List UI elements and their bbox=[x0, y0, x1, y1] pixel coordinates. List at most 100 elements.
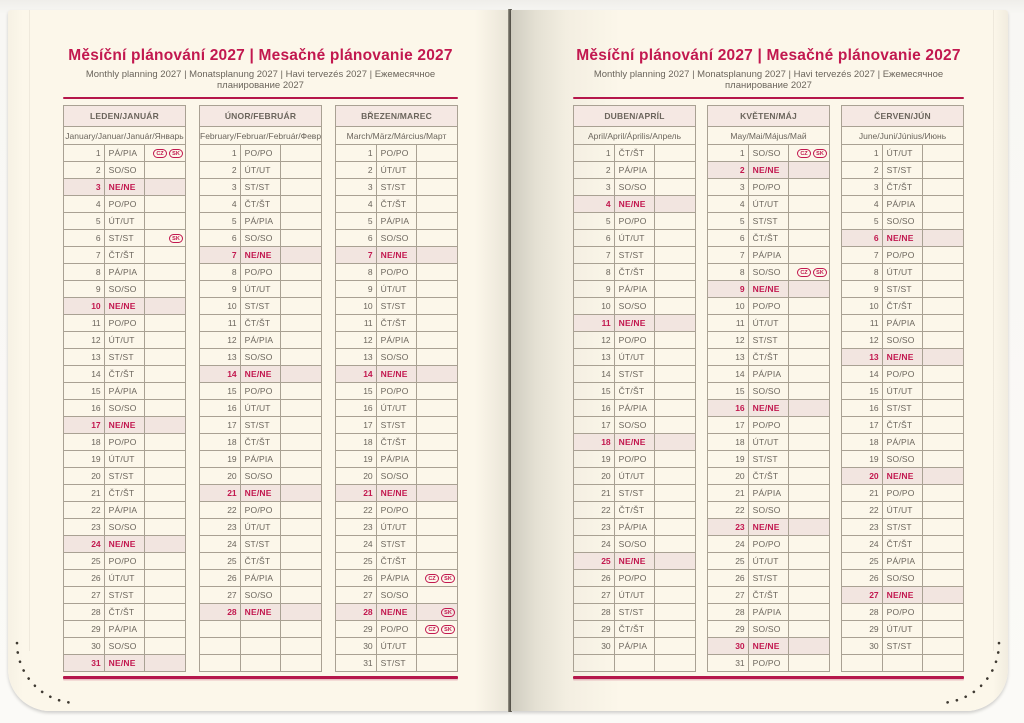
notes-cell bbox=[280, 263, 322, 281]
day-name-cell: ST/ST bbox=[239, 297, 282, 315]
notes-cell bbox=[416, 535, 458, 553]
day-name-cell: PO/PO bbox=[613, 331, 656, 349]
day-name-cell: PÁ/PIA bbox=[881, 433, 924, 451]
day-row: 6 SO/SO bbox=[199, 229, 322, 247]
day-number-cell: 21 bbox=[335, 484, 377, 502]
day-number-cell: 22 bbox=[707, 501, 749, 519]
day-row: 1 ÚT/UT bbox=[841, 144, 964, 162]
notes-cell bbox=[144, 246, 186, 264]
day-name-cell: SO/SO bbox=[881, 569, 924, 587]
day-row: 8 PO/PO bbox=[199, 263, 322, 281]
day-number-cell: 12 bbox=[573, 331, 615, 349]
notes-cell bbox=[922, 331, 964, 349]
day-number-cell: 26 bbox=[841, 569, 883, 587]
day-name-cell: NE/NE bbox=[881, 467, 924, 485]
day-number-cell: 28 bbox=[841, 603, 883, 621]
day-row: 13 ČT/ŠT bbox=[707, 348, 830, 366]
title-rule bbox=[63, 97, 458, 99]
day-row: 28 PÁ/PIA bbox=[707, 603, 830, 621]
day-row: 5 SO/SO bbox=[841, 212, 964, 230]
notes-cell bbox=[280, 603, 322, 621]
notes-cell bbox=[280, 178, 322, 196]
notes-cell bbox=[144, 501, 186, 519]
day-name-cell: NE/NE bbox=[375, 484, 418, 502]
sk-holiday-icon: SK bbox=[441, 608, 455, 618]
day-number-cell: 17 bbox=[573, 416, 615, 434]
day-number-cell: 3 bbox=[707, 178, 749, 196]
day-row: 18 PÁ/PIA bbox=[841, 433, 964, 451]
notes-cell bbox=[144, 382, 186, 400]
day-number-cell: 9 bbox=[63, 280, 105, 298]
month-table: ČERVEN/JÚN June/Juni/Június/Июнь 1 ÚT/UT 2 ST… bbox=[841, 105, 964, 672]
day-number-cell: 8 bbox=[841, 263, 883, 281]
notes-cell bbox=[922, 501, 964, 519]
day-number-cell: 16 bbox=[573, 399, 615, 417]
day-row: 29 PO/PO CZ SK bbox=[335, 620, 458, 638]
notes-cell bbox=[144, 297, 186, 315]
notes-cell bbox=[654, 195, 696, 213]
day-name-cell: ST/ST bbox=[375, 178, 418, 196]
month-name: ÚNOR/FEBRUÁR bbox=[199, 105, 322, 127]
notes-cell bbox=[144, 484, 186, 502]
month-leden-januar: LEDEN/JANUÁR January/Januar/Január/Январь… bbox=[63, 105, 186, 672]
day-name-cell: SO/SO bbox=[613, 178, 656, 196]
day-row: 21 ČT/ŠT bbox=[63, 484, 186, 502]
day-row: 8 ČT/ŠT bbox=[573, 263, 696, 281]
day-row: 12 PÁ/PIA bbox=[335, 331, 458, 349]
day-name-cell: PO/PO bbox=[747, 654, 790, 672]
day-number-cell: 24 bbox=[573, 535, 615, 553]
day-number-cell: 2 bbox=[335, 161, 377, 179]
day-row: 5 PÁ/PIA bbox=[335, 212, 458, 230]
day-row: 6 ST/ST SK bbox=[63, 229, 186, 247]
day-row: 27 ST/ST bbox=[63, 586, 186, 604]
day-row: 25 ČT/ŠT bbox=[199, 552, 322, 570]
day-number-cell: 30 bbox=[841, 637, 883, 655]
day-number-cell: 25 bbox=[573, 552, 615, 570]
notes-cell bbox=[654, 467, 696, 485]
notes-cell bbox=[788, 229, 830, 247]
day-name-cell: ST/ST bbox=[747, 212, 790, 230]
day-row-sunday: 18 NE/NE bbox=[573, 433, 696, 451]
month-brezen-marec: BŘEZEN/MAREC March/März/Március/Март 1 PO/P… bbox=[335, 105, 458, 672]
day-name-cell: PO/PO bbox=[375, 144, 418, 162]
notes-cell bbox=[416, 195, 458, 213]
notes-cell bbox=[788, 195, 830, 213]
notes-cell bbox=[416, 433, 458, 451]
day-number-cell: 27 bbox=[573, 586, 615, 604]
day-row: 24 ČT/ŠT bbox=[841, 535, 964, 553]
notes-cell: CZ SK bbox=[788, 144, 830, 162]
cz-holiday-icon: CZ bbox=[153, 149, 167, 159]
notes-cell bbox=[654, 229, 696, 247]
day-number-cell: 26 bbox=[335, 569, 377, 587]
day-name-cell: NE/NE bbox=[881, 229, 924, 247]
month-name: KVĚTEN/MÁJ bbox=[707, 105, 830, 127]
day-row: 20 SO/SO bbox=[199, 467, 322, 485]
notes-cell bbox=[416, 280, 458, 298]
notes-cell bbox=[922, 263, 964, 281]
notes-cell bbox=[922, 144, 964, 162]
notes-cell bbox=[280, 365, 322, 383]
page-stack-edge bbox=[993, 10, 994, 651]
day-name-cell: ÚT/UT bbox=[239, 161, 282, 179]
day-row: 9 PÁ/PIA bbox=[573, 280, 696, 298]
day-name-cell: NE/NE bbox=[613, 314, 656, 332]
day-row: 29 ČT/ŠT bbox=[573, 620, 696, 638]
notes-cell bbox=[654, 365, 696, 383]
day-name-cell: ČT/ŠT bbox=[239, 433, 282, 451]
notes-cell bbox=[144, 518, 186, 536]
day-number-cell: 9 bbox=[841, 280, 883, 298]
notes-cell bbox=[922, 297, 964, 315]
notes-cell bbox=[280, 297, 322, 315]
notes-cell bbox=[654, 603, 696, 621]
day-row: 3 SO/SO bbox=[573, 178, 696, 196]
bottom-rule bbox=[573, 676, 964, 679]
day-row: 20 ST/ST bbox=[63, 467, 186, 485]
day-row: 30 SO/SO bbox=[63, 637, 186, 655]
notes-cell bbox=[280, 331, 322, 349]
notes-cell bbox=[654, 484, 696, 502]
month-name: ČERVEN/JÚN bbox=[841, 105, 964, 127]
day-number-cell: 3 bbox=[335, 178, 377, 196]
day-row: 22 PO/PO bbox=[335, 501, 458, 519]
day-number-cell: 12 bbox=[335, 331, 377, 349]
day-name-cell: SO/SO bbox=[239, 348, 282, 366]
